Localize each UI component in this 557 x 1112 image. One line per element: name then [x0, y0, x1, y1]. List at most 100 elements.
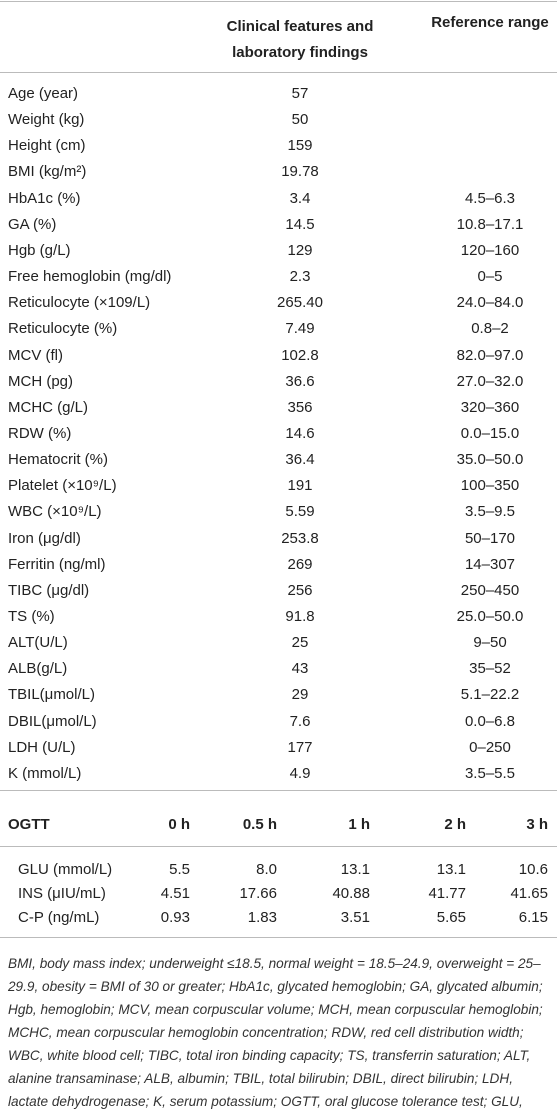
table-cell: 0.0–6.8	[464, 712, 516, 730]
table-cell: 3.51	[340, 909, 370, 926]
table-cell: Ferritin (ng/ml)	[8, 555, 106, 573]
table-cell: 13.1	[436, 861, 466, 878]
table-cell: 177	[287, 738, 313, 756]
table-cell: Platelet (×10⁹/L)	[8, 477, 117, 495]
table-cell: MCH (pg)	[8, 372, 74, 390]
table-cell: 265.40	[277, 294, 323, 312]
rule	[0, 846, 557, 847]
table-cell: 41.77	[428, 885, 466, 902]
table-cell: 320–360	[460, 398, 520, 416]
rule	[0, 72, 557, 73]
table-cell: 250–450	[460, 581, 520, 599]
table-cell: C-P (ng/mL)	[18, 909, 100, 926]
header-cell: Clinical features and laboratory finding…	[226, 18, 374, 61]
table-cell: 3 h	[526, 816, 548, 833]
table-cell: 19.78	[281, 163, 319, 181]
table-cell: 0.93	[160, 909, 190, 926]
table-cell: 82.0–97.0	[456, 346, 524, 364]
table-cell: 24.0–84.0	[456, 294, 524, 312]
table-cell: 159	[287, 137, 313, 155]
table-cell: INS (μIU/mL)	[18, 885, 106, 902]
table-cell: 4.51	[160, 885, 190, 902]
table-cell: HbA1c (%)	[8, 189, 81, 207]
table-cell: 5.5	[169, 861, 190, 878]
table-cell: 253.8	[281, 529, 319, 547]
table-cell: 41.65	[510, 885, 548, 902]
header-cell: Reference range	[431, 14, 549, 31]
table-cell: 269	[287, 555, 313, 573]
table-cell: 3.5–9.5	[464, 503, 516, 521]
table-cell: 3.5–5.5	[464, 764, 516, 782]
table-cell: TBIL(μmol/L)	[8, 686, 95, 704]
table-cell: 29	[291, 686, 309, 704]
table-cell: 25.0–50.0	[456, 608, 524, 625]
table-cell: 5.59	[285, 503, 315, 521]
table-cell: Hgb (g/L)	[8, 241, 71, 259]
table-cell: 4.5–6.3	[464, 189, 516, 207]
table-cell: Weight (kg)	[8, 111, 85, 129]
rule	[0, 937, 557, 938]
table-cell: 3.4	[289, 189, 311, 207]
table-cell: 17.66	[239, 885, 277, 902]
rule	[0, 790, 557, 791]
table-cell: 8.0	[256, 861, 277, 878]
table-cell: 0–250	[469, 738, 511, 756]
table-cell: LDH (U/L)	[8, 738, 76, 756]
table-cell: BMI (kg/m²)	[8, 163, 87, 181]
table-cell: 35–52	[469, 660, 511, 678]
table-cell: ALB(g/L)	[8, 660, 68, 678]
table-cell: 57	[291, 85, 309, 102]
table-cell: TS (%)	[8, 608, 55, 625]
table-cell: Reticulocyte (%)	[8, 320, 118, 338]
table-cell: 356	[287, 398, 313, 416]
table-cell: 13.1	[340, 861, 370, 878]
table-cell: MCHC (g/L)	[8, 398, 89, 416]
table-cell: 0.5 h	[242, 816, 277, 833]
table-cell: WBC (×10⁹/L)	[8, 503, 102, 521]
table-cell: 0 h	[168, 816, 190, 833]
table-cell: OGTT	[8, 816, 50, 833]
table-cell: 102.8	[281, 346, 319, 364]
table-cell: DBIL(μmol/L)	[8, 712, 97, 730]
table-cell: RDW (%)	[8, 424, 72, 442]
table-cell: Hematocrit (%)	[8, 451, 109, 469]
table-cell: 35.0–50.0	[456, 451, 524, 469]
table-cell: 129	[287, 241, 313, 259]
table-cell: 43	[291, 660, 309, 678]
table-cell: 5.65	[436, 909, 466, 926]
table-cell: Age (year)	[8, 85, 79, 102]
table-cell: MCV (fl)	[8, 346, 63, 364]
table-cell: Height (cm)	[8, 137, 86, 155]
table-cell: ALT(U/L)	[8, 634, 68, 652]
table-cell: 14–307	[464, 555, 516, 573]
table-cell: GA (%)	[8, 215, 57, 233]
table-cell: 91.8	[285, 608, 315, 625]
table-cell: 0.0–15.0	[460, 424, 520, 442]
table-cell: 2 h	[444, 816, 466, 833]
table-cell: 4.9	[289, 764, 311, 782]
table-cell: 6.15	[518, 909, 548, 926]
table-cell: 1.83	[247, 909, 277, 926]
table-cell: 36.4	[285, 451, 315, 469]
table-cell: 27.0–32.0	[456, 372, 524, 390]
footnote: BMI, body mass index; underweight ≤18.5,…	[8, 956, 543, 1109]
table-cell: 9–50	[473, 634, 507, 652]
table-cell: 0–5	[477, 268, 503, 286]
table-cell: 256	[287, 581, 313, 599]
table-cell: 191	[287, 477, 313, 495]
table-cell: 100–350	[460, 477, 520, 495]
table-cell: 14.5	[285, 215, 315, 233]
table-cell: Free hemoglobin (mg/dl)	[8, 268, 172, 286]
table-cell: 120–160	[460, 241, 520, 259]
table-cell: 25	[291, 634, 309, 652]
rule	[0, 1, 557, 2]
table-cell: 10.8–17.1	[456, 215, 524, 233]
table-cell: Reticulocyte (×109/L)	[8, 294, 151, 312]
table-cell: 2.3	[289, 268, 311, 286]
table-cell: 0.8–2	[471, 320, 509, 338]
table-cell: 14.6	[285, 424, 315, 442]
table-cell: 5.1–22.2	[460, 686, 520, 704]
table-cell: 50	[291, 111, 309, 129]
table-cell: K (mmol/L)	[8, 764, 82, 782]
